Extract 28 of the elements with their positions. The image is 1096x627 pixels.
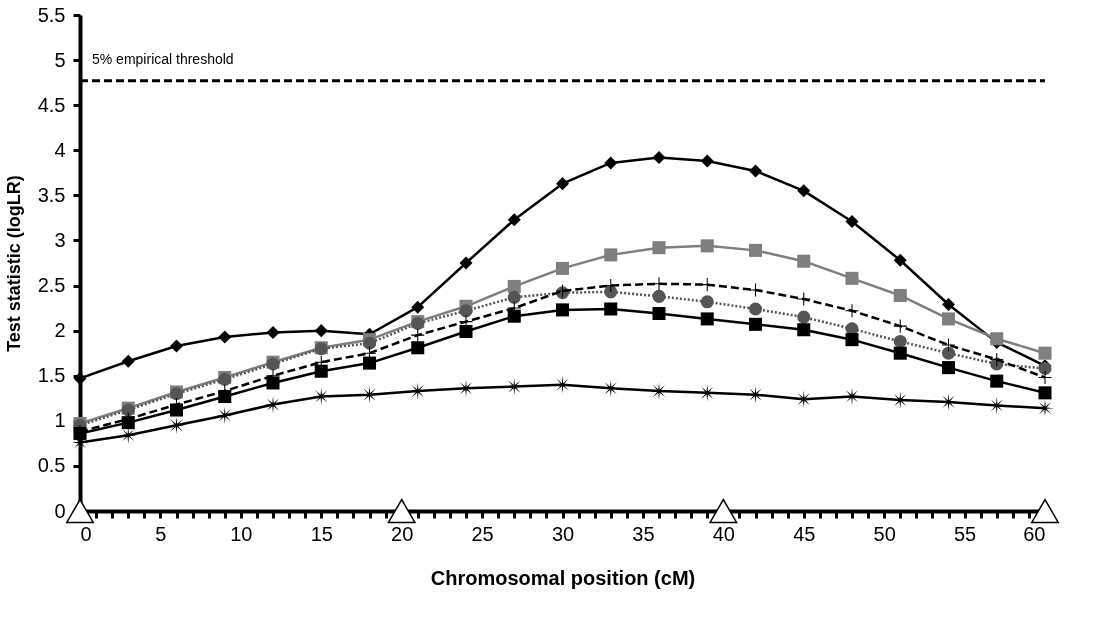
x-tick-label: 60 xyxy=(1023,522,1046,545)
y-tick-label: 0 xyxy=(54,499,66,522)
y-tick-label: 0.5 xyxy=(37,454,66,477)
y-tick-label: 4 xyxy=(54,138,66,161)
x-tick-label: 0 xyxy=(80,522,92,545)
x-tick-label: 35 xyxy=(632,522,655,545)
x-tick-label: 45 xyxy=(793,522,816,545)
y-tick-label: 1 xyxy=(54,409,66,432)
y-tick-label: 4.5 xyxy=(37,93,66,116)
y-tick-label: 2.5 xyxy=(37,274,66,297)
y-tick-label: 5 xyxy=(54,48,66,71)
x-axis-title: Chromosomal position (cM) xyxy=(430,566,696,589)
y-tick-label: 3.5 xyxy=(37,183,66,206)
ref-line-label: 5% empirical threshold xyxy=(92,50,234,67)
x-tick-label: 30 xyxy=(551,522,575,545)
y-tick-label: 1.5 xyxy=(37,364,66,387)
x-tick-label: 20 xyxy=(391,522,414,545)
y-tick-label: 2 xyxy=(54,319,66,342)
x-tick-label: 40 xyxy=(712,522,735,545)
x-tick-label: 50 xyxy=(873,522,896,545)
x-tick-label: 55 xyxy=(953,522,977,545)
x-tick-label: 10 xyxy=(230,522,253,545)
y-tick-label: 3 xyxy=(54,228,66,251)
x-tick-label: 25 xyxy=(471,522,494,545)
y-axis-title: Test statistic (logLR) xyxy=(3,175,24,352)
x-tick-label: 5 xyxy=(155,522,167,545)
y-tick-label: 5.5 xyxy=(37,3,66,26)
x-tick-label: 15 xyxy=(310,522,333,545)
